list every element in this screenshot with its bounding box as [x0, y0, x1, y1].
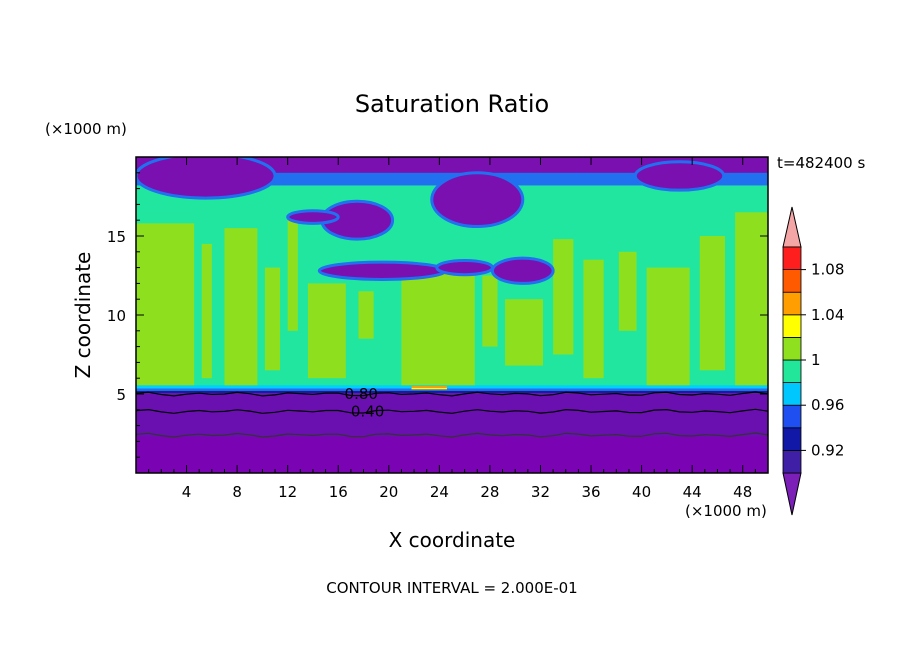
plot-area: 0.800.40 — [136, 157, 768, 473]
green-region-14 — [699, 236, 726, 371]
x-tick-label-4: 4 — [182, 483, 192, 501]
green-region-10 — [553, 239, 574, 355]
colorbar-tick-label-2: 1 — [811, 351, 821, 369]
top-purple-band — [136, 157, 768, 173]
colorbar-segment-1 — [782, 427, 802, 451]
cloud-region-0 — [136, 157, 277, 200]
x-tick-label-40: 40 — [632, 483, 651, 501]
green-region-9 — [505, 299, 544, 366]
green-region-13 — [646, 267, 690, 391]
stable-layer-2 — [136, 390, 768, 394]
x-tick-label-16: 16 — [329, 483, 348, 501]
cloud-region-4 — [490, 256, 555, 285]
green-region-11 — [583, 259, 604, 379]
cloud-region-6 — [633, 160, 726, 192]
colorbar: 1.08 1.04 1 0.96 0.92 — [782, 206, 844, 516]
green-region-15 — [735, 212, 768, 391]
contour-line-2 — [136, 432, 768, 438]
x-tick-label-20: 20 — [379, 483, 398, 501]
x-tick-label-44: 44 — [683, 483, 702, 501]
colorbar-tick-label-1: 1.04 — [811, 306, 844, 324]
contour-line-1 — [136, 408, 768, 414]
colorbar-segment-2 — [782, 404, 802, 429]
x-tick-label-32: 32 — [531, 483, 550, 501]
colorbar-segment-3 — [782, 382, 802, 406]
green-region-0 — [136, 223, 195, 391]
orange-patch — [411, 386, 447, 390]
yellow-patch — [411, 387, 447, 390]
x-tick-label-8: 8 — [232, 483, 242, 501]
contour-interval-footer: CONTOUR INTERVAL = 2.000E-01 — [326, 579, 577, 597]
time-label: t=482400 s — [777, 154, 865, 172]
green-region-8 — [482, 275, 498, 347]
x-tick-label-12: 12 — [278, 483, 297, 501]
colorbar-segment-0 — [782, 449, 802, 474]
colorbar-under-arrow — [782, 472, 802, 516]
cloud-region-3 — [317, 260, 448, 281]
y-unit-label: (×1000 m) — [45, 120, 127, 138]
x-unit-label: (×1000 m) — [685, 502, 767, 520]
green-region-5 — [307, 283, 346, 379]
green-region-7 — [401, 267, 475, 391]
green-region-6 — [358, 291, 374, 339]
green-region-4 — [287, 220, 298, 331]
y-tick-label-10: 10 — [107, 307, 126, 325]
x-tick-label-24: 24 — [430, 483, 449, 501]
colorbar-tick-label-4: 0.92 — [811, 441, 844, 459]
contour-label-1: 0.40 — [351, 402, 384, 420]
colorbar-segment-8 — [782, 269, 802, 293]
colorbar-segment-7 — [782, 291, 802, 316]
colorbar-segment-6 — [782, 314, 802, 338]
x-axis-label: X coordinate — [389, 528, 516, 552]
y-axis-ticks: 5 10 15 — [107, 172, 768, 458]
contour-line-0 — [136, 391, 768, 397]
y-axis-label: Z coordinate — [71, 252, 95, 379]
x-tick-label-48: 48 — [733, 483, 752, 501]
cloud-region-2 — [430, 171, 525, 229]
colorbar-tick-label-3: 0.96 — [811, 396, 844, 414]
cloud-region-5 — [435, 258, 494, 277]
y-tick-label-5: 5 — [116, 386, 126, 404]
colorbar-tick-label-0: 1.08 — [811, 261, 844, 279]
contour-label-0: 0.80 — [345, 385, 378, 403]
x-tick-label-36: 36 — [581, 483, 600, 501]
chart-title: Saturation Ratio — [355, 90, 549, 118]
colorbar-segment-4 — [782, 359, 802, 384]
green-region-3 — [264, 267, 281, 371]
colorbar-segment-5 — [782, 336, 802, 361]
green-region-1 — [201, 243, 212, 379]
x-tick-label-28: 28 — [480, 483, 499, 501]
stable-layer-0 — [136, 385, 768, 389]
green-region-2 — [224, 228, 258, 391]
colorbar-segment-9 — [782, 246, 802, 271]
green-region-12 — [618, 251, 637, 331]
stable-layer-1 — [136, 388, 768, 391]
cloud-region-7 — [286, 209, 340, 225]
colorbar-over-arrow — [782, 206, 802, 248]
y-tick-label-15: 15 — [107, 228, 126, 246]
x-axis-ticks: 4 8 12 16 20 24 28 32 36 40 44 48 — [148, 157, 756, 501]
purple-band — [136, 393, 768, 437]
